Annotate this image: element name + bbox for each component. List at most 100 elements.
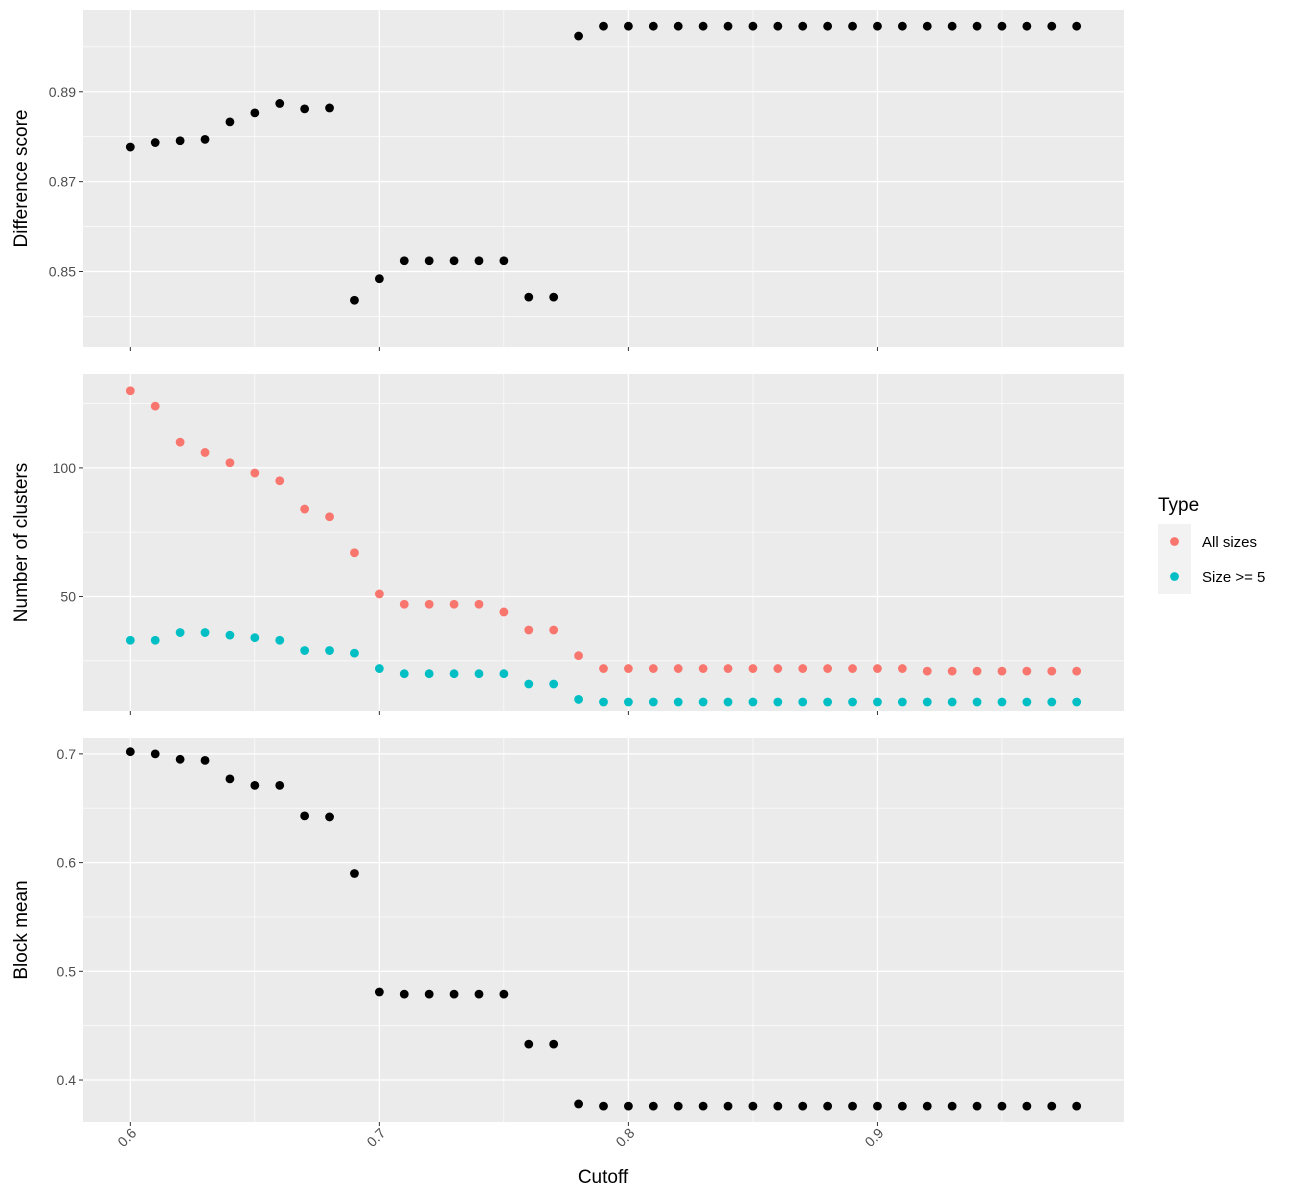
data-point [300,104,310,114]
data-point [1047,697,1057,707]
data-point [997,1101,1007,1111]
data-point [524,292,534,302]
data-point [200,448,210,457]
data-point [873,21,882,31]
x-axis-title: Cutoff [578,1167,629,1188]
data-point [698,697,708,707]
data-point [275,99,285,108]
data-point [574,1099,583,1109]
data-point [624,1101,633,1111]
data-point [997,697,1007,707]
data-point [897,21,907,31]
y-tick-label: 0.87 [49,174,76,190]
data-point [723,21,733,31]
data-point [1047,1101,1057,1111]
data-point [574,31,583,41]
data-point [1022,666,1032,676]
data-point [922,21,932,31]
data-point [723,1101,733,1111]
data-point [125,142,135,152]
data-point [698,1101,708,1111]
data-point [374,987,384,997]
data-point [225,630,235,640]
data-point [150,635,160,645]
data-point [250,781,260,790]
data-point [374,274,384,284]
data-point [1022,1101,1032,1111]
data-point [997,21,1007,31]
data-point [125,747,135,757]
data-point [648,697,658,707]
data-point [947,1101,957,1111]
data-point [624,21,633,31]
legend: Type All sizes Size >= 5 [1158,495,1265,594]
data-point [922,666,932,676]
data-point [300,811,310,821]
data-point [773,21,783,31]
data-point [947,21,957,31]
y-tick-label: 0.7 [57,746,77,762]
series-1 [125,386,1082,676]
panel-background [83,738,1124,1122]
data-point [574,651,583,661]
data-point [524,679,534,689]
data-point [599,21,608,31]
x-tick-label: 0.6 [114,1125,139,1150]
data-point [922,1101,932,1111]
data-point [574,695,583,704]
data-point [922,697,932,707]
data-point [848,21,857,31]
data-point [175,437,185,447]
data-point [673,1101,683,1111]
data-point [947,697,957,707]
data-point [599,1101,608,1111]
data-point [823,1101,833,1111]
data-point [474,599,484,609]
data-point [250,633,260,643]
legend-marker [1170,572,1179,581]
legend-marker [1170,537,1179,546]
data-point [449,599,459,609]
data-point [325,812,334,822]
data-point [648,664,658,673]
y-tick-label: 50 [60,589,76,605]
data-point [225,458,235,468]
data-point [399,256,409,266]
panels-layer: 0.85 0.87 0.89 Difference score 50 100 Number … [11,10,1124,1126]
data-point [648,21,658,31]
y-axis-title: Block mean [11,880,32,979]
data-point [200,755,210,765]
series-2 [125,628,1082,707]
data-point [599,697,608,707]
data-point [449,669,459,679]
data-point [748,697,758,707]
data-point [897,664,907,673]
data-point [972,21,982,31]
data-point [424,599,434,609]
data-point [1072,666,1082,676]
y-tick-label: 0.85 [49,264,76,280]
y-tick-label: 0.89 [49,84,76,100]
data-point [150,401,160,411]
data-point [897,1101,907,1111]
data-point [300,504,310,514]
data-point [773,1101,783,1111]
panel-background [83,374,1124,711]
data-point [524,1039,534,1049]
data-point [723,697,733,707]
data-point [723,664,733,673]
data-point [300,646,310,655]
data-point [250,468,260,478]
y-axis-title: Difference score [11,110,32,248]
data-point [673,697,683,707]
data-point [972,1101,982,1111]
data-point [125,635,135,645]
data-point [673,664,683,673]
data-point [972,666,982,676]
panel-3: 0.4 0.5 0.6 0.7 Block mean [11,738,1124,1126]
data-point [275,635,285,645]
data-point [897,697,907,707]
data-point [848,664,857,673]
data-point [499,607,509,617]
